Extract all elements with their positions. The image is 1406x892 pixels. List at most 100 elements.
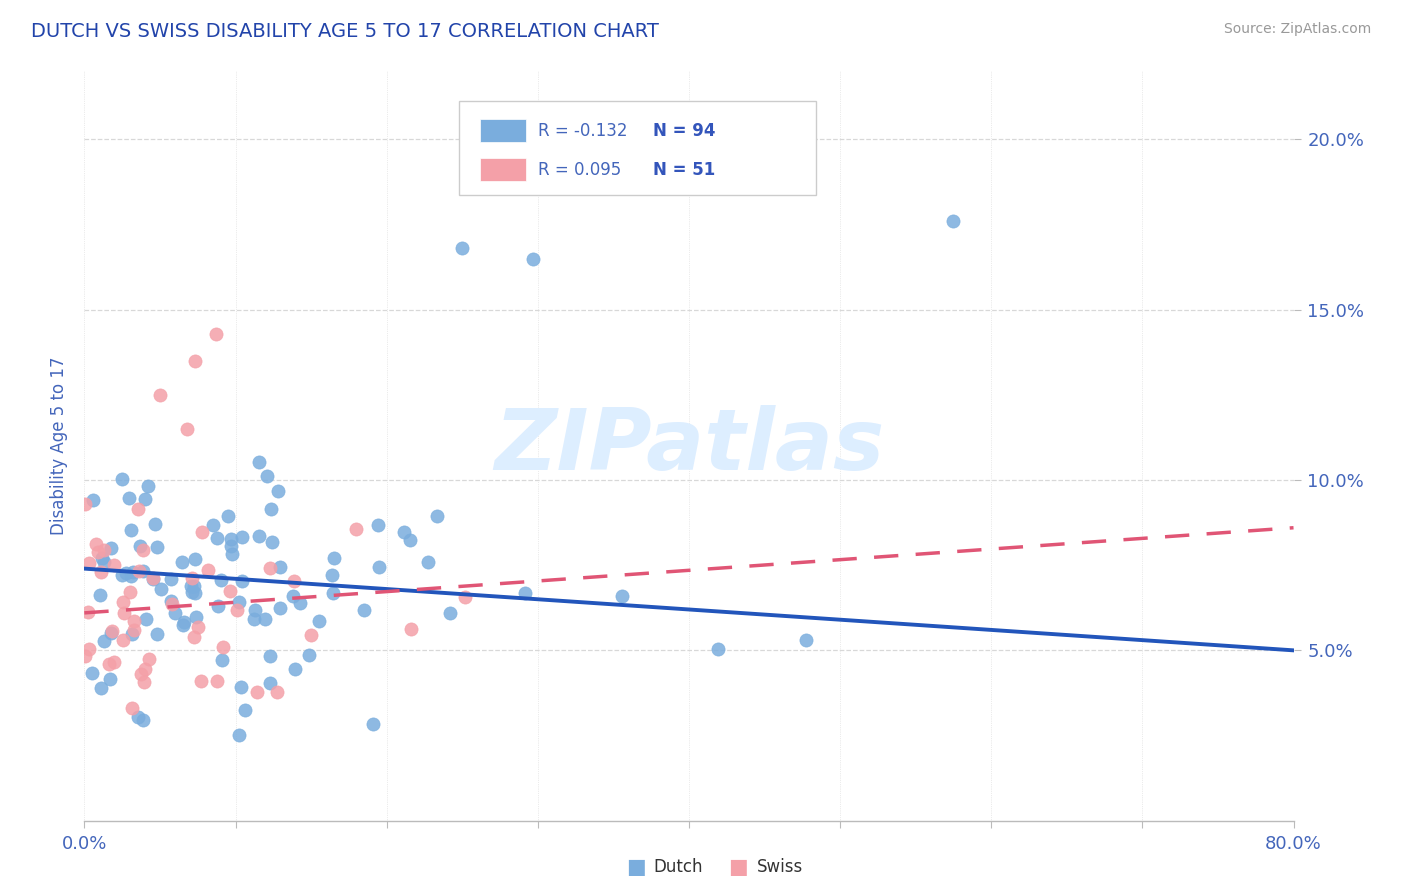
Point bbox=[173, 615, 195, 629]
Point bbox=[205, 326, 228, 341]
Point bbox=[201, 517, 224, 532]
Point bbox=[321, 568, 343, 582]
Point bbox=[322, 585, 344, 599]
Point bbox=[120, 523, 142, 537]
Point bbox=[218, 584, 240, 599]
Point bbox=[91, 550, 114, 565]
Point bbox=[259, 648, 281, 663]
Point bbox=[97, 657, 120, 672]
Text: R = 0.095: R = 0.095 bbox=[538, 161, 621, 178]
Point bbox=[259, 676, 281, 690]
Point bbox=[399, 533, 422, 547]
Point bbox=[399, 622, 422, 636]
Point bbox=[100, 626, 122, 640]
Point bbox=[160, 572, 183, 586]
Point bbox=[367, 560, 389, 574]
Point bbox=[118, 491, 141, 506]
Point bbox=[284, 662, 307, 676]
Point bbox=[90, 681, 112, 695]
Point bbox=[170, 555, 193, 569]
Point bbox=[100, 541, 122, 556]
Point bbox=[135, 612, 157, 626]
FancyBboxPatch shape bbox=[460, 102, 815, 195]
Point bbox=[221, 547, 243, 561]
Point bbox=[229, 680, 252, 694]
Point bbox=[247, 529, 270, 543]
Point bbox=[132, 713, 155, 727]
Point bbox=[180, 571, 202, 585]
Point bbox=[87, 545, 110, 559]
Point bbox=[231, 530, 253, 544]
Point bbox=[191, 525, 214, 540]
Point bbox=[134, 491, 156, 506]
Point bbox=[247, 455, 270, 469]
Point bbox=[269, 560, 291, 574]
Point bbox=[219, 539, 242, 553]
Point bbox=[122, 623, 145, 637]
Point bbox=[132, 675, 155, 690]
Point bbox=[165, 607, 187, 621]
Point bbox=[219, 532, 242, 546]
Point bbox=[112, 606, 135, 620]
Point bbox=[288, 596, 311, 610]
Point bbox=[245, 603, 267, 617]
Text: Swiss: Swiss bbox=[756, 858, 803, 876]
Point bbox=[146, 627, 169, 641]
Point bbox=[794, 633, 817, 648]
Point bbox=[121, 627, 143, 641]
Point bbox=[253, 612, 276, 626]
Bar bbox=[479, 120, 526, 142]
Point bbox=[77, 605, 100, 619]
Point bbox=[439, 606, 461, 620]
Point bbox=[172, 617, 194, 632]
Text: DUTCH VS SWISS DISABILITY AGE 5 TO 17 CORRELATION CHART: DUTCH VS SWISS DISABILITY AGE 5 TO 17 CO… bbox=[31, 22, 659, 41]
Point bbox=[184, 610, 207, 624]
Point bbox=[180, 579, 202, 593]
Point bbox=[90, 566, 112, 580]
Point bbox=[75, 648, 97, 663]
Point bbox=[308, 615, 330, 629]
Point bbox=[226, 603, 249, 617]
Point bbox=[162, 598, 184, 612]
Point bbox=[149, 388, 172, 402]
Point bbox=[233, 702, 256, 716]
Point bbox=[128, 564, 150, 578]
Point bbox=[212, 640, 235, 654]
Point bbox=[217, 508, 239, 523]
Point bbox=[112, 633, 135, 648]
Point bbox=[260, 535, 283, 549]
Point bbox=[129, 667, 152, 681]
Point bbox=[181, 585, 204, 599]
Point bbox=[283, 574, 305, 588]
Point bbox=[127, 709, 149, 723]
Point bbox=[610, 589, 633, 603]
Point bbox=[111, 595, 134, 609]
Point bbox=[190, 674, 212, 689]
Point bbox=[426, 509, 449, 524]
Point bbox=[73, 497, 96, 511]
Text: N = 51: N = 51 bbox=[652, 161, 714, 178]
Point bbox=[228, 595, 250, 609]
Point bbox=[515, 585, 537, 599]
Text: ■: ■ bbox=[728, 857, 748, 877]
Point bbox=[77, 642, 100, 657]
Point bbox=[256, 469, 278, 483]
Point bbox=[260, 502, 283, 516]
Point bbox=[146, 540, 169, 554]
Point bbox=[77, 557, 100, 571]
Point bbox=[209, 573, 232, 587]
Text: Dutch: Dutch bbox=[654, 858, 703, 876]
Point bbox=[143, 516, 166, 531]
Point bbox=[84, 537, 107, 551]
Point bbox=[118, 584, 141, 599]
Point bbox=[121, 565, 143, 579]
Point bbox=[361, 716, 384, 731]
Point bbox=[150, 582, 173, 596]
Point bbox=[942, 214, 965, 228]
Point bbox=[184, 552, 207, 566]
Point bbox=[183, 354, 205, 368]
Point bbox=[207, 599, 229, 613]
Point bbox=[142, 571, 165, 585]
Point bbox=[707, 641, 730, 656]
Point bbox=[138, 652, 160, 666]
